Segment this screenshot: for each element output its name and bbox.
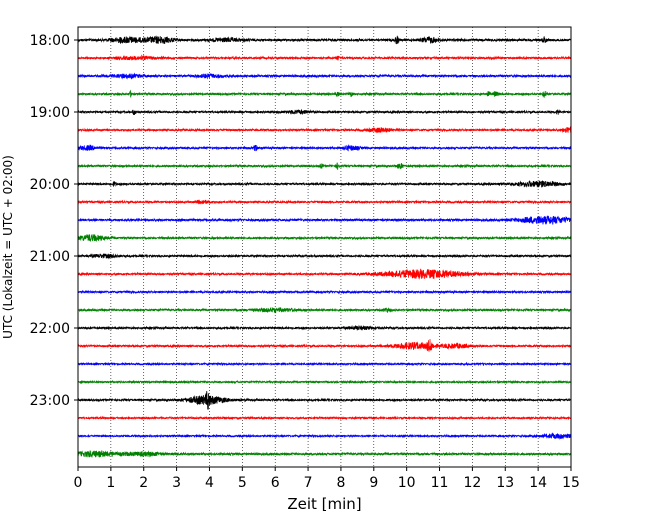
plot-border (77, 26, 572, 468)
trace-2045 (77, 234, 572, 243)
seismogram-traces (77, 35, 572, 458)
trace-2115 (77, 268, 572, 280)
trace-1815 (77, 54, 572, 61)
x-tick-label: 1 (106, 475, 115, 491)
x-tick-label: 7 (304, 475, 313, 491)
x-tick-label: 5 (238, 475, 247, 491)
x-tick-label: 12 (463, 475, 481, 491)
trace-1830 (77, 72, 572, 80)
x-tick-label: 6 (271, 475, 280, 491)
x-axis-ticks: 0 1 2 3 4 5 6 7 8 9 10 11 12 13 14 15 (74, 467, 580, 491)
trace-2215 (77, 339, 572, 352)
trace-2130 (77, 289, 572, 295)
x-tick-label: 10 (398, 475, 416, 491)
y-tick-label: 20:00 (30, 177, 70, 193)
x-tick-label: 9 (369, 475, 378, 491)
x-tick-label: 3 (172, 475, 181, 491)
x-axis-label: Zeit [min] (287, 495, 361, 513)
trace-2345 (77, 450, 572, 458)
trace-2100 (77, 253, 572, 260)
x-tick-label: 14 (529, 475, 547, 491)
trace-2300 (77, 391, 572, 410)
trace-2230 (77, 361, 572, 367)
trace-2200 (77, 324, 572, 331)
y-axis-ticks: 18:00 19:00 20:00 21:00 22:00 23:00 (30, 33, 78, 409)
x-tick-label: 11 (431, 475, 449, 491)
y-tick-label: 23:00 (30, 393, 70, 409)
x-tick-label: 4 (205, 475, 214, 491)
trace-2015 (77, 199, 572, 205)
y-tick-label: 21:00 (30, 249, 70, 265)
trace-2330 (77, 432, 572, 440)
x-tick-label: 8 (336, 475, 345, 491)
trace-2145 (77, 306, 572, 314)
y-tick-label: 18:00 (30, 33, 70, 49)
y-tick-label: 19:00 (30, 105, 70, 121)
trace-1845 (77, 89, 572, 98)
y-axis-label: UTC (Lokalzeit = UTC + 02:00) (1, 155, 15, 339)
vertical-grid (110, 27, 539, 467)
trace-1800 (77, 35, 572, 45)
trace-2030 (77, 215, 572, 225)
trace-2315 (77, 415, 572, 421)
y-tick-label: 22:00 (30, 321, 70, 337)
plot-frame (77, 26, 572, 468)
trace-1915 (77, 126, 572, 134)
x-tick-label: 2 (139, 475, 148, 491)
x-tick-label: 0 (74, 475, 83, 491)
x-tick-label: 13 (496, 475, 514, 491)
x-tick-label: 15 (562, 475, 580, 491)
trace-2000 (77, 180, 572, 188)
trace-1930 (77, 143, 572, 152)
trace-2245 (77, 379, 572, 385)
trace-1945 (77, 162, 572, 170)
trace-1900 (77, 108, 572, 116)
